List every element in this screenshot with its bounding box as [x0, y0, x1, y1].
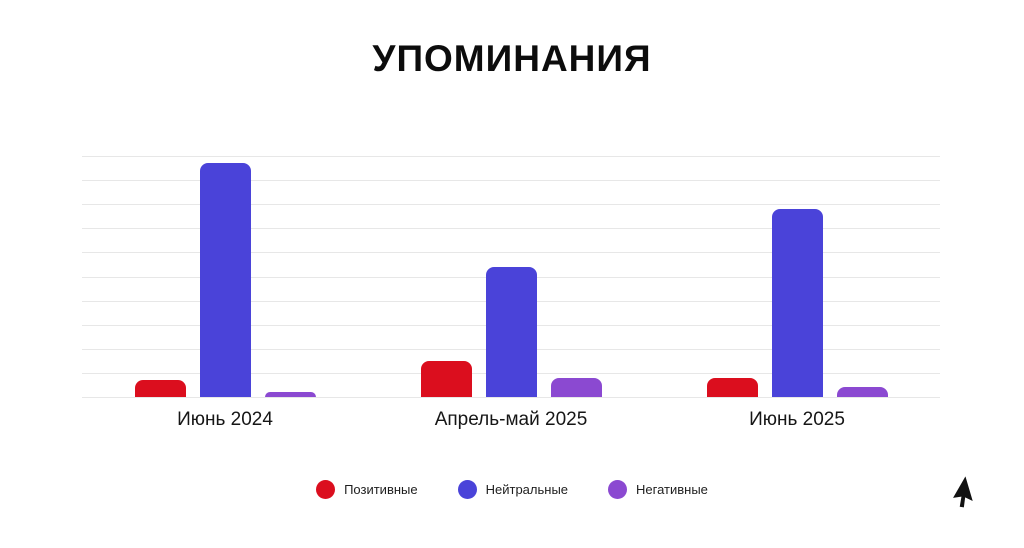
bar-chart-plot-area — [82, 156, 940, 398]
bar-positive-group-2 — [420, 360, 472, 397]
legend-item-neutral: Нейтральные — [457, 480, 569, 499]
x-axis-label-3: Июнь 2025 — [749, 409, 845, 430]
bar-negative-group-1 — [264, 392, 316, 397]
legend-dot-icon — [608, 480, 628, 499]
bar-positive-group-3 — [706, 377, 758, 397]
bar-group-3 — [654, 156, 940, 397]
mouse-cursor-arrow-pointer-icon — [953, 476, 973, 508]
gridline — [82, 228, 940, 230]
bar-groups — [82, 156, 940, 397]
bar-neutral-group-1 — [199, 163, 251, 397]
bar-group-1 — [82, 156, 368, 397]
x-axis-label-1: Июнь 2024 — [177, 409, 273, 430]
gridline — [82, 397, 940, 398]
gridline — [82, 204, 940, 206]
bar-neutral-group-2 — [485, 266, 537, 397]
legend-dot-icon — [316, 480, 336, 499]
bar-positive-group-1 — [134, 380, 186, 397]
x-axis-label-2: Апрель-май 2025 — [434, 409, 588, 430]
bar-neutral-group-3 — [771, 209, 823, 397]
legend-label: Позитивные — [344, 482, 418, 497]
gridline — [82, 252, 940, 254]
x-axis-labels: Июнь 2024 Апрель-май 2025 Июнь 2025 — [82, 407, 940, 433]
gridline — [82, 156, 940, 157]
legend-label: Негативные — [636, 482, 708, 497]
legend-dot-icon — [457, 480, 477, 499]
chart-legend: Позитивные Нейтральные Негативные — [0, 480, 1024, 499]
bar-negative-group-2 — [550, 377, 602, 397]
legend-label: Нейтральные — [485, 482, 569, 497]
legend-item-positive: Позитивные — [316, 480, 418, 499]
gridline — [82, 180, 940, 182]
legend-item-negative: Негативные — [608, 480, 708, 499]
chart-title: УПОМИНАНИЯ — [372, 38, 652, 79]
bar-negative-group-3 — [836, 387, 888, 397]
bar-group-2 — [368, 156, 654, 397]
